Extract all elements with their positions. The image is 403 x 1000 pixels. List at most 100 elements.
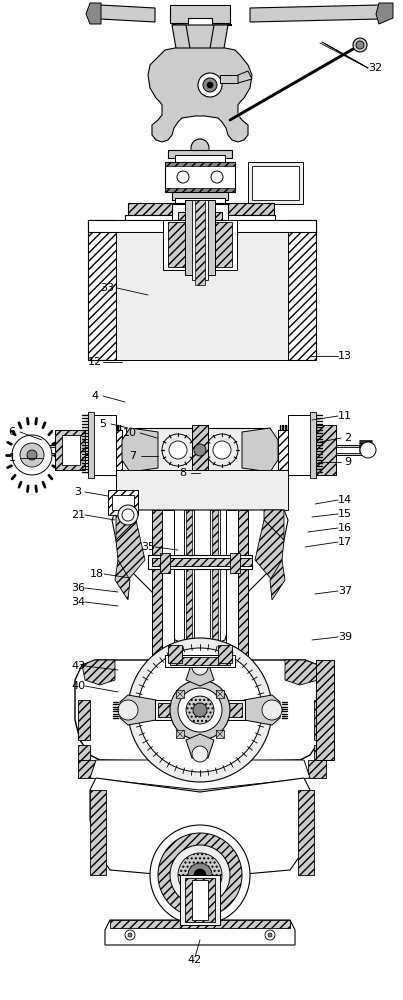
Bar [170, 657, 230, 665]
Bar [125, 215, 275, 221]
Text: 43: 43 [71, 661, 85, 671]
Circle shape [192, 746, 208, 762]
Bar [152, 510, 166, 665]
Text: 35: 35 [141, 542, 155, 552]
Bar [160, 553, 170, 573]
Polygon shape [120, 695, 156, 725]
Bar [180, 875, 220, 925]
Polygon shape [112, 510, 288, 650]
Bar [234, 510, 248, 665]
Bar [88, 415, 116, 475]
Bar [168, 150, 232, 158]
Bar [152, 558, 252, 566]
Bar [162, 510, 174, 665]
Circle shape [196, 211, 204, 219]
Text: 4: 4 [91, 391, 99, 401]
Bar [184, 510, 194, 665]
Bar [88, 412, 94, 478]
Text: 14: 14 [338, 495, 352, 505]
Circle shape [198, 73, 222, 97]
Bar [310, 412, 316, 478]
Text: 6: 6 [8, 427, 15, 437]
Circle shape [20, 443, 44, 467]
Bar [165, 188, 235, 192]
Bar [78, 700, 90, 740]
Polygon shape [105, 920, 295, 945]
Bar [226, 510, 238, 665]
Circle shape [203, 78, 217, 92]
Text: 39: 39 [338, 632, 352, 642]
Circle shape [193, 703, 207, 717]
Circle shape [206, 434, 238, 466]
Polygon shape [115, 560, 130, 600]
Circle shape [178, 688, 222, 732]
Bar [32, 445, 107, 455]
Bar [192, 425, 208, 475]
Bar [116, 232, 288, 360]
Circle shape [122, 509, 134, 521]
Bar [230, 553, 240, 573]
Bar [185, 878, 215, 922]
Circle shape [192, 659, 208, 675]
Polygon shape [148, 48, 252, 142]
Circle shape [128, 638, 272, 782]
Bar [40, 447, 100, 453]
Bar [192, 880, 208, 920]
Text: 32: 32 [368, 63, 382, 73]
Bar [88, 220, 116, 360]
Circle shape [353, 38, 367, 52]
Bar [178, 212, 222, 224]
Circle shape [186, 696, 214, 724]
Circle shape [158, 833, 242, 917]
Bar [165, 162, 235, 192]
Circle shape [213, 441, 231, 459]
Text: 2: 2 [345, 433, 351, 443]
Circle shape [211, 171, 223, 183]
Text: 8: 8 [179, 468, 187, 478]
Bar [130, 428, 270, 472]
Circle shape [188, 863, 212, 887]
Bar [296, 445, 371, 455]
Bar [55, 430, 85, 470]
Bar [62, 435, 80, 465]
Bar [314, 425, 336, 475]
Circle shape [128, 933, 132, 937]
Polygon shape [376, 3, 393, 24]
Circle shape [170, 680, 230, 740]
Bar [308, 760, 326, 778]
Bar [192, 200, 208, 280]
Circle shape [118, 700, 138, 720]
Bar [148, 555, 252, 569]
Text: 40: 40 [71, 681, 85, 691]
Bar [78, 760, 96, 778]
Bar [188, 18, 212, 38]
Bar [176, 730, 184, 738]
Circle shape [170, 845, 230, 905]
Bar [216, 730, 224, 738]
Bar [90, 790, 106, 875]
Circle shape [194, 869, 206, 881]
Bar [155, 700, 245, 720]
Text: 33: 33 [100, 283, 114, 293]
Polygon shape [186, 662, 214, 686]
Polygon shape [100, 5, 155, 22]
Text: 1: 1 [8, 453, 15, 463]
Text: 11: 11 [338, 411, 352, 421]
Bar [298, 790, 314, 875]
Polygon shape [250, 5, 380, 22]
Bar [184, 510, 194, 665]
Bar [112, 495, 134, 510]
Text: 21: 21 [71, 510, 85, 520]
Bar [218, 645, 232, 663]
Polygon shape [186, 734, 214, 758]
Bar [172, 204, 228, 222]
Bar [110, 920, 290, 928]
Bar [316, 660, 334, 760]
Bar [278, 430, 300, 470]
Circle shape [207, 82, 213, 88]
Polygon shape [172, 25, 232, 80]
Polygon shape [172, 25, 192, 60]
Circle shape [118, 505, 138, 525]
Bar [186, 510, 192, 665]
Circle shape [177, 171, 189, 183]
